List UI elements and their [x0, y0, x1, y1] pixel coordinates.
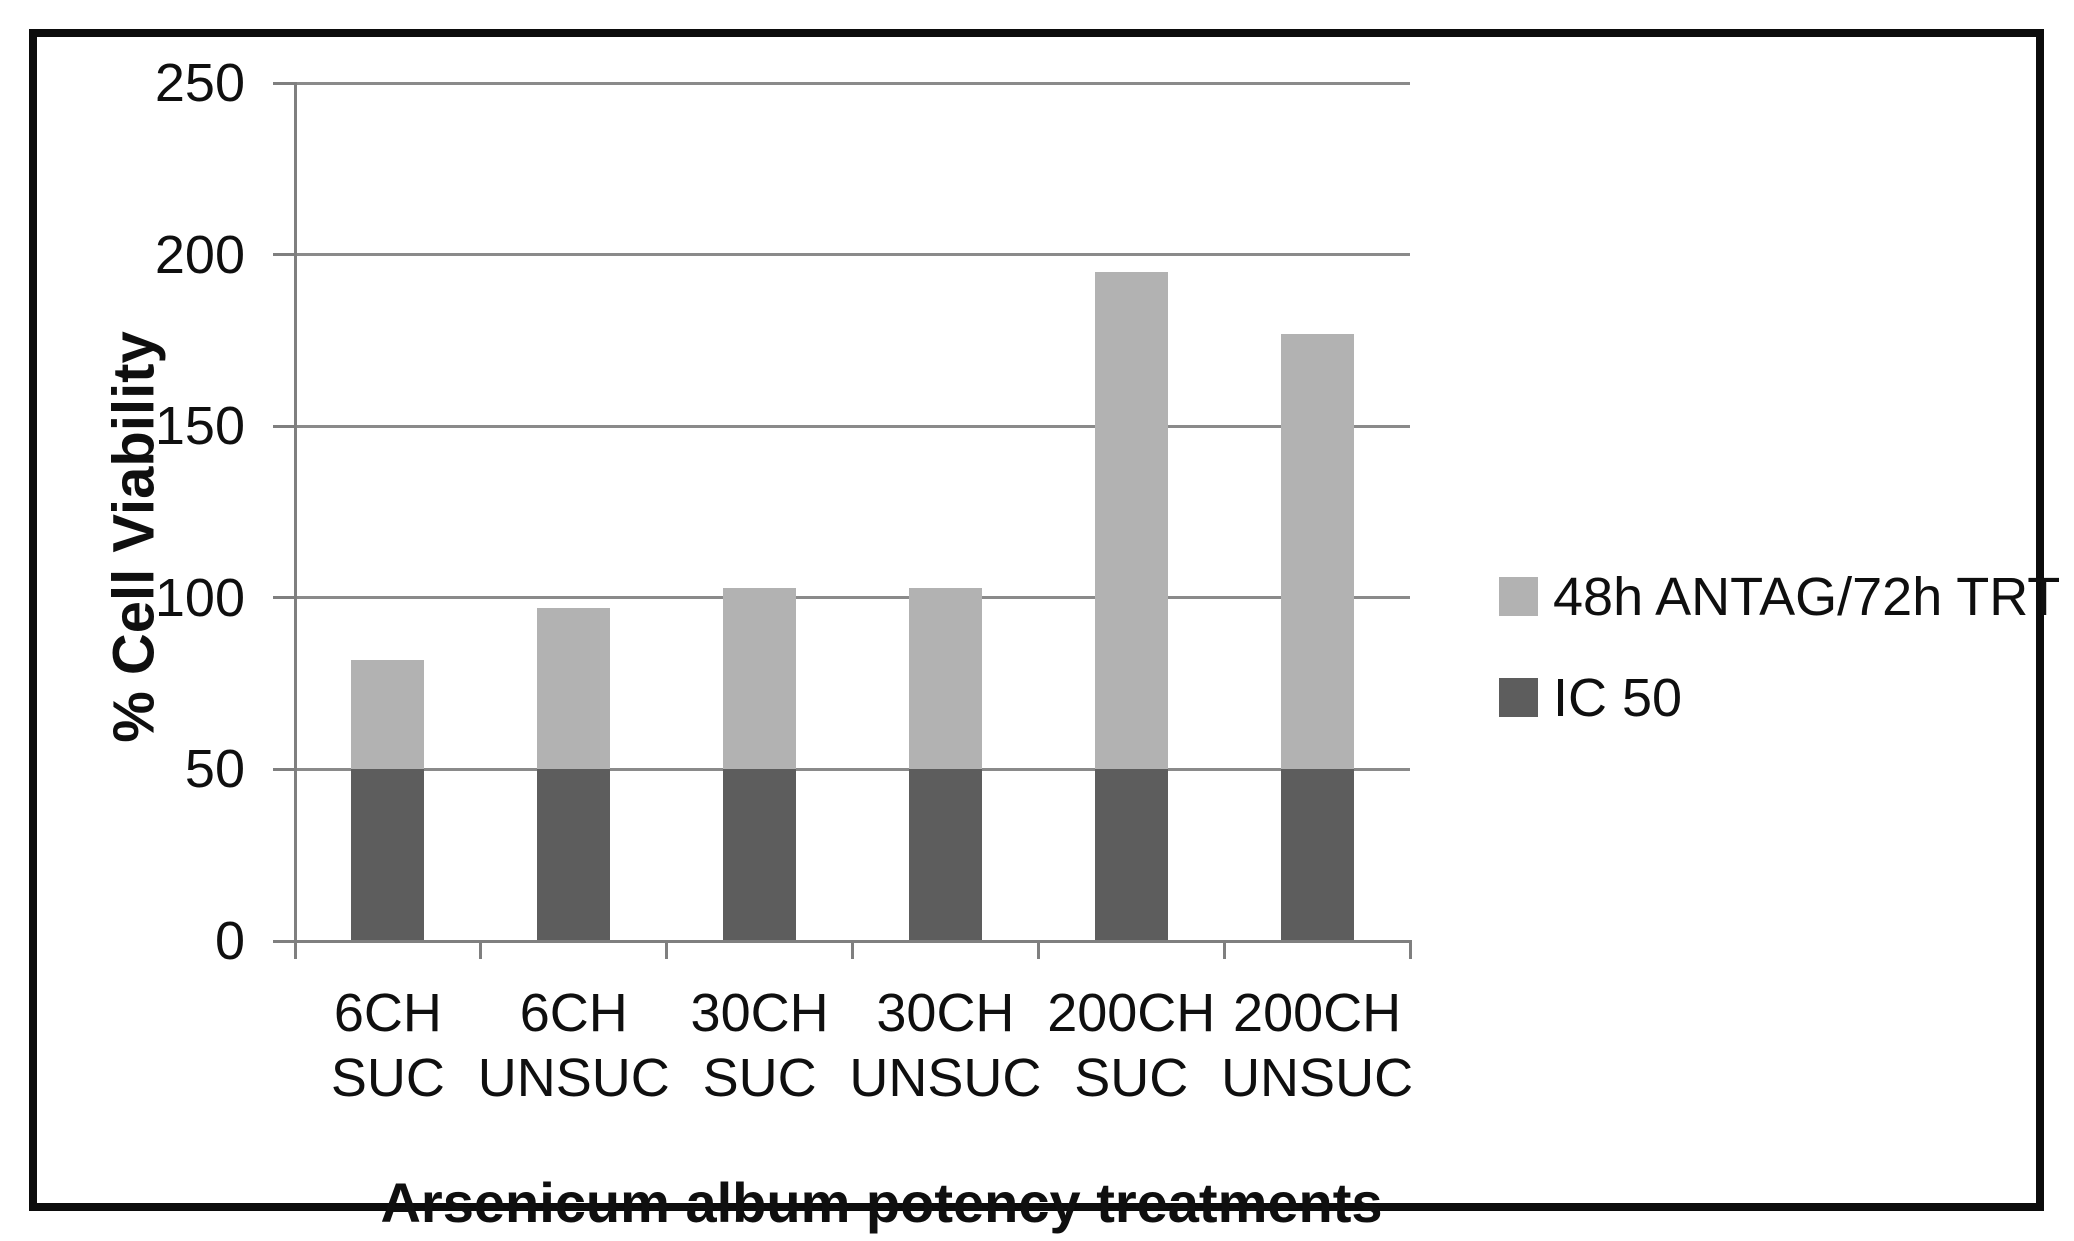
- bar-200ch-suc-ic-50: [1094, 769, 1168, 941]
- y-tick-label-50: 50: [184, 739, 245, 800]
- x-category-label-30ch-unsuc-line1: 30CH: [876, 983, 1015, 1043]
- legend-swatch-ic-50: [1499, 678, 1538, 717]
- y-tick-200: [273, 253, 295, 257]
- legend-label-ic-50: IC 50: [1553, 668, 1683, 728]
- y-tick-0: [273, 939, 295, 943]
- legend-label-48h-antag-72h-trt: 48h ANTAG/72h TRT: [1553, 567, 2061, 627]
- y-tick-50: [273, 767, 295, 771]
- x-tick-2: [665, 941, 669, 959]
- x-category-label-200ch-suc-line1: 200CH: [1047, 983, 1216, 1043]
- y-tick-250: [273, 81, 295, 85]
- y-tick-100: [273, 596, 295, 600]
- x-tick-5: [1222, 941, 1226, 959]
- bar-6ch-unsuc-ic-50: [537, 769, 611, 941]
- x-tick-1: [479, 941, 483, 959]
- x-tick-3: [851, 941, 854, 959]
- legend-swatch-48h-antag-72h-trt: [1499, 577, 1538, 616]
- x-category-label-200ch-unsuc-line1: 200CH: [1233, 983, 1402, 1043]
- bar-30ch-unsuc-ic-50: [908, 769, 982, 941]
- x-axis-title: Arsenicum album potency treatments: [380, 1171, 1383, 1234]
- gridline-50: [295, 767, 1410, 771]
- x-tick-6: [1408, 941, 1412, 959]
- x-category-label-6ch-unsuc-line1: 6CH: [519, 983, 628, 1043]
- bar-200ch-suc-48h-antag/72h-trt: [1094, 271, 1168, 770]
- y-axis-title: % Cell Viability: [101, 331, 167, 743]
- y-axis-line: [293, 81, 297, 943]
- bar-30ch-suc-48h-antag/72h-trt: [723, 587, 797, 770]
- bar-6ch-suc-48h-antag/72h-trt: [351, 659, 425, 770]
- y-tick-label-100: 100: [154, 567, 245, 628]
- y-tick-label-0: 0: [214, 911, 245, 971]
- x-category-label-200ch-suc-line2: SUC: [1074, 1048, 1189, 1108]
- x-tick-0: [293, 941, 297, 959]
- y-tick-label-200: 200: [154, 224, 245, 285]
- bar-200ch-unsuc-48h-antag/72h-trt: [1280, 333, 1354, 770]
- gridline-150: [295, 424, 1410, 428]
- x-category-label-30ch-suc-line2: SUC: [702, 1048, 817, 1108]
- bar-6ch-unsuc-48h-antag/72h-trt: [537, 608, 611, 770]
- x-category-label-200ch-unsuc-line2: UNSUC: [1221, 1048, 1414, 1108]
- bar-6ch-suc-ic-50: [351, 769, 425, 941]
- x-category-label-30ch-unsuc-line2: UNSUC: [849, 1048, 1042, 1108]
- bar-200ch-unsuc-ic-50: [1280, 769, 1354, 941]
- x-category-label-6ch-unsuc-line2: UNSUC: [477, 1048, 670, 1108]
- y-tick-150: [273, 424, 295, 428]
- bar-30ch-unsuc-48h-antag/72h-trt: [908, 587, 982, 770]
- y-tick-label-250: 250: [154, 53, 245, 113]
- x-tick-4: [1036, 941, 1040, 959]
- x-category-label-6ch-suc-line1: 6CH: [333, 983, 442, 1043]
- gridline-250: [295, 81, 1410, 85]
- gridline-200: [295, 253, 1410, 257]
- bar-30ch-suc-ic-50: [723, 769, 797, 941]
- x-category-label-6ch-suc-line2: SUC: [330, 1048, 445, 1108]
- x-category-label-30ch-suc-line1: 30CH: [690, 983, 829, 1043]
- chart-frame: % Cell Viability Arsenicum album potency…: [29, 29, 2060, 1234]
- gridline-100: [295, 596, 1410, 600]
- y-tick-label-150: 150: [154, 396, 245, 457]
